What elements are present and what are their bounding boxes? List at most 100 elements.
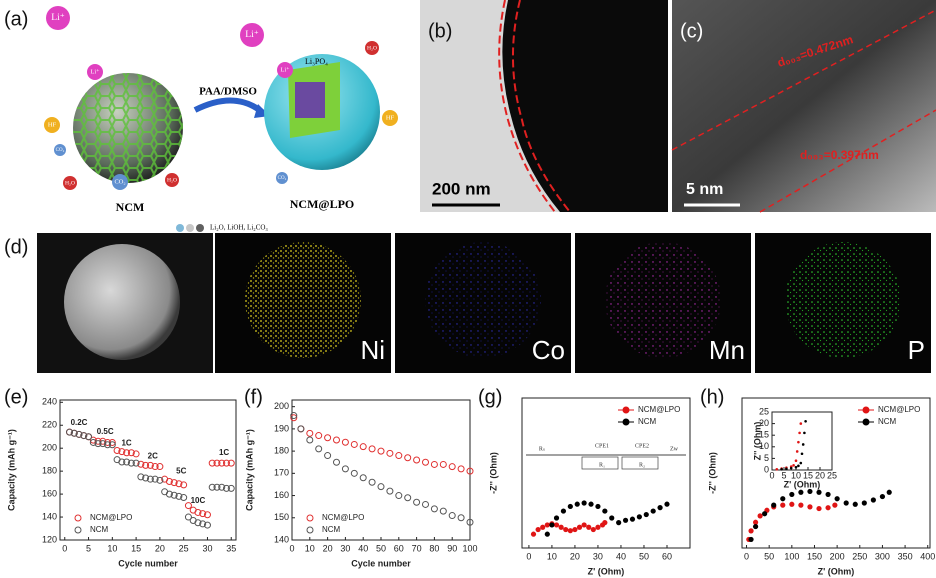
circuit-label: R₂ <box>639 462 645 468</box>
data-point <box>801 443 805 446</box>
rate-label: 1C <box>219 448 229 457</box>
data-point <box>643 511 649 518</box>
x-tick-label: 100 <box>784 551 799 561</box>
x-tick-label: 0 <box>526 551 531 561</box>
legend-marker <box>862 418 870 426</box>
circuit-label: Zw <box>670 446 679 452</box>
data-point <box>222 459 230 467</box>
data-point <box>789 466 793 470</box>
data-point <box>66 428 74 436</box>
data-point <box>439 507 447 515</box>
data-point <box>127 459 135 467</box>
x-axis-label: Z' (Ohm) <box>818 566 855 576</box>
data-point <box>80 432 88 440</box>
data-point <box>142 474 150 482</box>
legend-marker <box>306 526 314 534</box>
panel-b: (b) 200 nm <box>420 0 668 213</box>
x-tick-label: 5 <box>781 470 786 480</box>
x-tick-label: 90 <box>447 543 457 553</box>
data-point <box>99 440 107 448</box>
y-tick-label: 120 <box>42 534 57 544</box>
data-point <box>430 460 438 468</box>
data-point <box>629 516 636 522</box>
data-point <box>123 458 131 466</box>
data-point <box>208 459 216 467</box>
y-tick-label: 170 <box>274 468 289 478</box>
panel-label: (g) <box>478 386 502 408</box>
data-point <box>156 476 164 484</box>
data-point <box>222 484 230 492</box>
species-label: Li⁺ <box>51 12 65 23</box>
x-tick-label: 80 <box>429 543 439 553</box>
data-point <box>333 436 340 444</box>
species-label: H₂O <box>167 177 177 183</box>
data-point <box>825 491 831 498</box>
species-label: Li⁺ <box>90 68 99 75</box>
data-point <box>439 460 447 468</box>
legend-swatch <box>176 224 184 232</box>
x-tick-label: 150 <box>807 551 822 561</box>
data-point <box>807 504 813 510</box>
legend-label: NCM@LPO <box>638 405 680 414</box>
panel-c: (c) d₀₀₃=0.472nm d₀₀₃=0.397nm 5 nm <box>671 0 936 213</box>
data-point <box>132 450 140 458</box>
species-ball <box>382 110 398 126</box>
data-point <box>558 524 564 530</box>
y-tick-label: 160 <box>274 490 289 500</box>
data-point <box>650 508 656 514</box>
x-tick-label: 20 <box>570 551 580 561</box>
arrow <box>193 97 264 115</box>
data-point <box>404 454 412 462</box>
species-label: CO₂ <box>114 178 125 185</box>
y-axis-label: -Z'' (Ohm) <box>488 452 498 494</box>
x-tick-label: 400 <box>920 551 935 561</box>
x-tick-label: 30 <box>202 543 212 553</box>
panel-label: (h) <box>700 386 724 408</box>
boundary <box>759 109 936 213</box>
data-point <box>602 508 608 514</box>
data-point <box>350 469 358 477</box>
panel-label: (f) <box>244 386 263 408</box>
plot-frame <box>291 399 471 541</box>
data-point <box>448 512 456 520</box>
data-point <box>794 459 798 463</box>
legend-marker <box>306 514 314 522</box>
species-ball <box>365 41 379 55</box>
data-point <box>118 458 126 466</box>
data-point <box>142 461 150 469</box>
x-axis-label: Z' (Ohm) <box>784 479 821 489</box>
species-label: HF <box>48 121 57 128</box>
x-axis-label: Cycle number <box>118 558 178 568</box>
element-label: Ni <box>360 335 385 365</box>
data-point <box>341 465 349 473</box>
eds-particle <box>425 242 541 358</box>
data-point <box>165 490 173 498</box>
data-point <box>359 474 367 482</box>
panel-label: (b) <box>428 20 452 42</box>
data-point <box>590 526 596 533</box>
data-point <box>794 465 798 469</box>
data-point <box>560 508 567 514</box>
rate-label: 10C <box>191 496 206 505</box>
data-point <box>803 431 806 435</box>
plot-frame <box>59 399 237 541</box>
data-point <box>180 481 188 489</box>
y-axis-label: Capacity (mAh g⁻¹) <box>244 429 254 511</box>
legend-label: NCM <box>90 525 109 534</box>
x-axis-label: Z' (Ohm) <box>588 566 625 576</box>
data-point <box>563 526 569 533</box>
x-tick-label: 20 <box>155 543 165 553</box>
data-point <box>70 429 78 437</box>
data-point <box>664 501 670 507</box>
data-point <box>199 510 207 518</box>
particle-region <box>502 0 668 212</box>
reaction-label: PAA/DMSO <box>199 86 257 98</box>
x-tick-label: 15 <box>131 543 141 553</box>
species-label: CO₂ <box>56 148 65 153</box>
data-point <box>466 467 474 475</box>
rate-label: 0.5C <box>97 427 114 436</box>
x-tick-label: 10 <box>547 551 557 561</box>
y-axis-label: Capacity (mAh g⁻¹) <box>6 429 16 511</box>
data-point <box>127 449 135 457</box>
x-tick-label: 50 <box>376 543 386 553</box>
